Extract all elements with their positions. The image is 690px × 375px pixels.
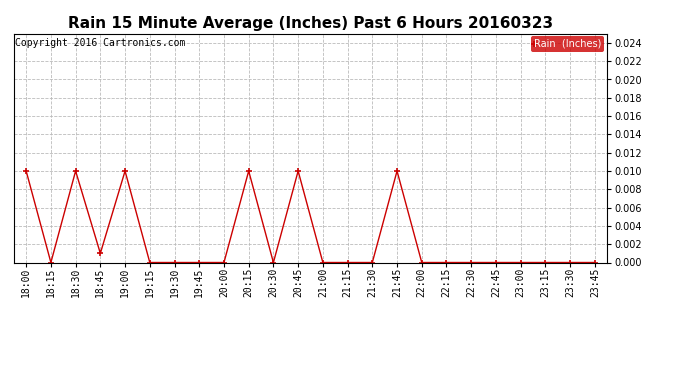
Rain  (Inches): [269, 260, 277, 265]
Rain  (Inches): [47, 260, 55, 265]
Text: Copyright 2016 Cartronics.com: Copyright 2016 Cartronics.com: [15, 38, 186, 48]
Rain  (Inches): [393, 169, 401, 173]
Rain  (Inches): [492, 260, 500, 265]
Rain  (Inches): [467, 260, 475, 265]
Rain  (Inches): [146, 260, 154, 265]
Rain  (Inches): [22, 169, 30, 173]
Rain  (Inches): [517, 260, 525, 265]
Rain  (Inches): [566, 260, 574, 265]
Rain  (Inches): [72, 169, 80, 173]
Legend: Rain  (Inches): Rain (Inches): [531, 36, 604, 52]
Rain  (Inches): [442, 260, 451, 265]
Rain  (Inches): [96, 251, 104, 256]
Line: Rain  (Inches): Rain (Inches): [23, 168, 598, 266]
Rain  (Inches): [294, 169, 302, 173]
Rain  (Inches): [319, 260, 327, 265]
Rain  (Inches): [244, 169, 253, 173]
Rain  (Inches): [368, 260, 377, 265]
Title: Rain 15 Minute Average (Inches) Past 6 Hours 20160323: Rain 15 Minute Average (Inches) Past 6 H…: [68, 16, 553, 31]
Rain  (Inches): [344, 260, 352, 265]
Rain  (Inches): [121, 169, 129, 173]
Rain  (Inches): [170, 260, 179, 265]
Rain  (Inches): [417, 260, 426, 265]
Rain  (Inches): [541, 260, 549, 265]
Rain  (Inches): [195, 260, 204, 265]
Rain  (Inches): [591, 260, 599, 265]
Rain  (Inches): [220, 260, 228, 265]
